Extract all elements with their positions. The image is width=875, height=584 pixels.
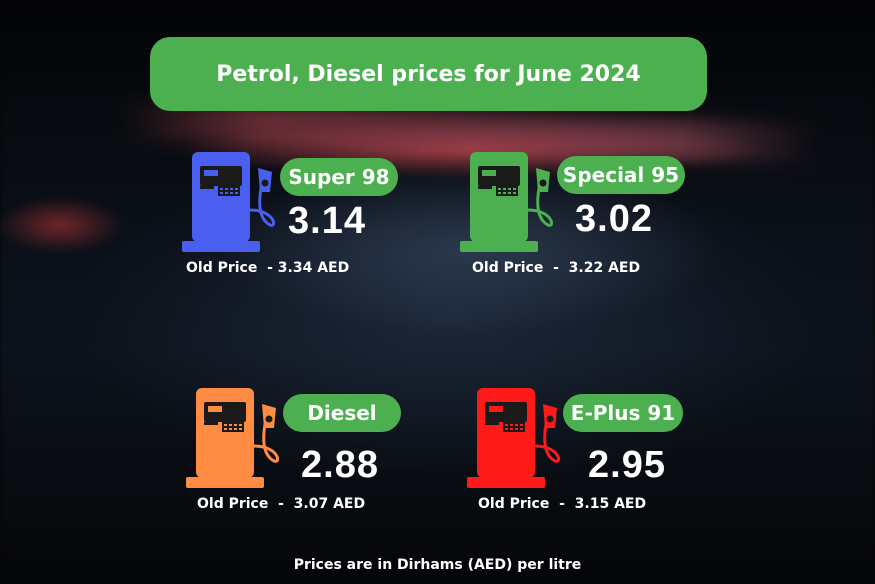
pump-key bbox=[234, 424, 237, 426]
fuel-name: Diesel bbox=[307, 401, 377, 425]
pump-key bbox=[505, 428, 508, 430]
pump-key bbox=[220, 192, 223, 194]
pump-nozzle-dot bbox=[546, 415, 554, 423]
pump-body bbox=[470, 152, 528, 242]
pump-base bbox=[467, 477, 545, 488]
pump-key bbox=[498, 192, 501, 194]
pump-key bbox=[225, 192, 228, 194]
pump-nozzle-dot bbox=[539, 179, 547, 187]
pump-body bbox=[196, 388, 254, 478]
title-banner: Petrol, Diesel prices for June 2024 bbox=[150, 37, 707, 111]
pump-key bbox=[520, 424, 523, 426]
pump-base bbox=[186, 477, 264, 488]
pump-body bbox=[477, 388, 535, 478]
pump-key bbox=[513, 192, 516, 194]
fuel-name: Super 98 bbox=[288, 165, 390, 189]
pump-key bbox=[224, 424, 227, 426]
page-title: Petrol, Diesel prices for June 2024 bbox=[216, 61, 641, 87]
pump-key bbox=[520, 428, 523, 430]
pump-key bbox=[498, 188, 501, 190]
fuel-price: 3.14 bbox=[288, 200, 366, 242]
pump-key bbox=[230, 188, 233, 190]
fuel-name: E-Plus 91 bbox=[570, 401, 676, 425]
pump-keypad bbox=[218, 186, 240, 196]
footer-note: Prices are in Dirhams (AED) per litre bbox=[293, 557, 582, 573]
pump-nozzle-dot bbox=[265, 415, 273, 423]
fuel-label-pill: Special 95 bbox=[557, 156, 685, 194]
pump-key bbox=[220, 188, 223, 190]
fuel-name: Special 95 bbox=[562, 163, 680, 187]
pump-key bbox=[505, 424, 508, 426]
fuel-pump-icon bbox=[460, 152, 553, 252]
pump-body bbox=[192, 152, 250, 242]
pump-key bbox=[229, 428, 232, 430]
pump-display bbox=[204, 170, 218, 176]
pump-key bbox=[239, 424, 242, 426]
pump-slot bbox=[485, 422, 499, 425]
pump-key bbox=[515, 424, 518, 426]
pump-slot bbox=[200, 186, 214, 189]
pump-key bbox=[239, 428, 242, 430]
fuel-pump-icon bbox=[182, 152, 275, 252]
pump-slot bbox=[204, 422, 218, 425]
old-price: Old Price - 3.07 AED bbox=[197, 496, 366, 512]
pump-key bbox=[503, 192, 506, 194]
fuel-price: 3.02 bbox=[575, 198, 653, 240]
pump-display bbox=[208, 406, 222, 412]
fuel-price: 2.88 bbox=[301, 444, 379, 486]
pump-key bbox=[510, 424, 513, 426]
pump-nozzle-dot bbox=[261, 179, 269, 187]
pump-key bbox=[225, 188, 228, 190]
pump-key bbox=[234, 428, 237, 430]
pump-display bbox=[489, 406, 503, 412]
pump-key bbox=[229, 424, 232, 426]
pump-base bbox=[182, 241, 260, 252]
pump-key bbox=[224, 428, 227, 430]
fuel-pump-icon bbox=[186, 388, 279, 488]
pump-key bbox=[508, 188, 511, 190]
old-price: Old Price - 3.22 AED bbox=[472, 260, 641, 276]
pump-keypad bbox=[222, 422, 244, 432]
fuel-price: 2.95 bbox=[588, 444, 666, 486]
pump-keypad bbox=[496, 186, 518, 196]
fuel-label-pill: E-Plus 91 bbox=[563, 394, 683, 432]
pump-key bbox=[230, 192, 233, 194]
pump-key bbox=[235, 188, 238, 190]
pump-slot bbox=[478, 186, 492, 189]
pump-key bbox=[235, 192, 238, 194]
pump-key bbox=[515, 428, 518, 430]
fuel-label-pill: Super 98 bbox=[280, 158, 398, 196]
old-price: Old Price - 3.34 AED bbox=[186, 260, 350, 276]
pump-key bbox=[508, 192, 511, 194]
old-price: Old Price - 3.15 AED bbox=[478, 496, 647, 512]
pump-keypad bbox=[503, 422, 525, 432]
pump-display bbox=[482, 170, 496, 176]
pump-key bbox=[503, 188, 506, 190]
fuel-label-pill: Diesel bbox=[283, 394, 401, 432]
fuel-pump-icon bbox=[467, 388, 560, 488]
pump-key bbox=[513, 188, 516, 190]
pump-base bbox=[460, 241, 538, 252]
pump-key bbox=[510, 428, 513, 430]
